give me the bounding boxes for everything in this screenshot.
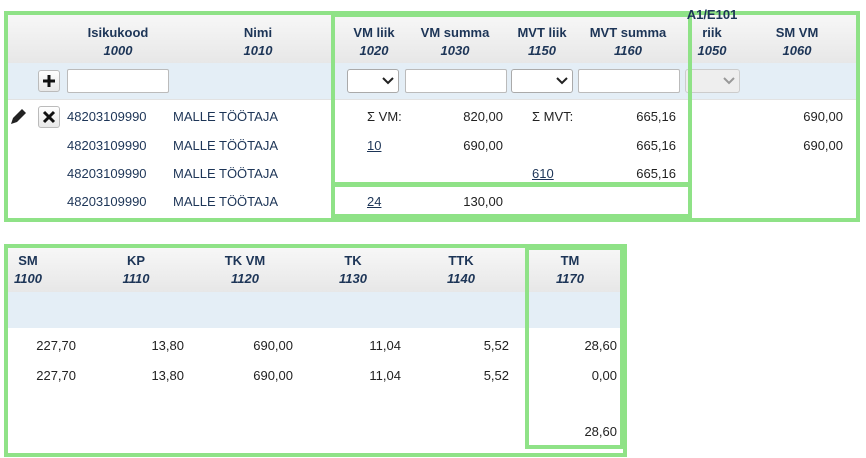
column-label: TTK xyxy=(448,253,474,268)
cell: MALLE TÖÖTAJA xyxy=(173,109,278,124)
highlight-box xyxy=(4,244,627,457)
cell: 690,00 xyxy=(803,138,843,153)
column-code: 1150 xyxy=(528,43,556,58)
column-label: TK VM xyxy=(224,253,266,268)
column-label: Nimi xyxy=(243,25,273,40)
highlight-box xyxy=(331,182,692,218)
column-header: A1/E101 riik 1050 xyxy=(680,7,744,60)
column-code: 1060 xyxy=(782,43,812,58)
cell: 5,52 xyxy=(483,368,509,383)
bottom-filter-bg xyxy=(8,292,623,328)
cell: 48203109990 xyxy=(67,194,147,209)
chevron xyxy=(382,77,394,85)
link[interactable]: 10 xyxy=(367,138,382,153)
cell: 227,70 xyxy=(36,368,76,383)
column-code: 1130 xyxy=(339,271,367,286)
filter-select[interactable] xyxy=(347,69,399,93)
column-header: TM 1170 xyxy=(540,250,600,288)
cell: 48203109990 xyxy=(67,166,147,181)
column-header: MVT liik 1150 xyxy=(507,14,577,60)
column-header: MVT summa 1160 xyxy=(578,14,678,60)
column-label: A1/E101 riik xyxy=(686,7,738,40)
column-header: VM summa 1030 xyxy=(405,14,505,60)
column-label: VM summa xyxy=(420,25,490,40)
bottom-header-bg xyxy=(8,248,623,292)
cell: Σ VM: xyxy=(367,109,402,124)
delete-button[interactable] xyxy=(38,106,60,128)
column-header: TK 1130 xyxy=(323,250,383,288)
cell: 690,00 xyxy=(253,338,293,353)
column-label: TM xyxy=(560,253,580,268)
column-header: VM liik 1020 xyxy=(344,14,404,60)
cell: MALLE TÖÖTAJA xyxy=(173,166,278,181)
column-header: TK VM 1120 xyxy=(205,250,285,288)
column-label: TK xyxy=(344,253,362,268)
column-header: KP 1110 xyxy=(106,250,166,288)
cell: 227,70 xyxy=(36,338,76,353)
column-code: 1160 xyxy=(614,43,642,58)
column-header: TTK 1140 xyxy=(431,250,491,288)
column-code: 1170 xyxy=(556,271,584,286)
column-header: Isikukood 1000 xyxy=(68,14,168,60)
cell: 28,60 xyxy=(584,338,617,353)
cell: 48203109990 xyxy=(67,138,147,153)
cell: 130,00 xyxy=(463,194,503,209)
filter-input[interactable] xyxy=(578,69,680,93)
column-code: 1110 xyxy=(122,271,150,286)
column-label: SM VM xyxy=(775,25,819,40)
pencil-icon xyxy=(11,109,26,124)
cell: 13,80 xyxy=(151,368,184,383)
cell: 0,00 xyxy=(591,368,617,383)
cell: 13,80 xyxy=(151,338,184,353)
row-divider xyxy=(8,99,856,100)
column-label: Isikukood xyxy=(87,25,149,40)
chevron xyxy=(556,77,568,85)
column-header: SM 1100 xyxy=(8,250,48,288)
column-header: Nimi 1010 xyxy=(208,14,308,60)
column-code: 1020 xyxy=(359,43,389,58)
cell: Σ MVT: xyxy=(532,109,574,124)
column-code: 1140 xyxy=(447,271,475,286)
link[interactable]: 610 xyxy=(532,166,554,181)
cell: 690,00 xyxy=(463,138,503,153)
column-code: 1030 xyxy=(440,43,470,58)
cell: 5,52 xyxy=(483,338,509,353)
link[interactable]: 24 xyxy=(367,194,382,209)
cell: 665,16 xyxy=(636,166,676,181)
cell: 665,16 xyxy=(636,138,676,153)
cell: 11,04 xyxy=(369,338,401,353)
column-code: 1050 xyxy=(697,43,727,58)
column-code: 1010 xyxy=(243,43,273,58)
column-header: SM VM 1060 xyxy=(757,14,837,60)
filter-input[interactable] xyxy=(67,69,169,93)
cell: MALLE TÖÖTAJA xyxy=(173,194,278,209)
filter-select[interactable] xyxy=(511,69,573,93)
x-icon xyxy=(42,110,56,124)
column-code: 1000 xyxy=(103,43,133,58)
column-label: MVT liik xyxy=(517,25,567,40)
column-code: 1120 xyxy=(231,271,259,286)
cell: 28,60 xyxy=(584,424,617,439)
edit-button[interactable] xyxy=(7,106,29,128)
column-label: VM liik xyxy=(353,25,395,40)
plus-icon xyxy=(43,75,55,87)
add-button[interactable] xyxy=(38,70,60,92)
column-code: 1100 xyxy=(14,271,42,286)
chevron xyxy=(723,77,735,85)
top-header-bg xyxy=(8,15,856,63)
cell: 11,04 xyxy=(369,368,401,383)
column-label: MVT summa xyxy=(589,25,667,40)
cell: MALLE TÖÖTAJA xyxy=(173,138,278,153)
highlight-box xyxy=(525,246,624,449)
cell: 665,16 xyxy=(636,109,676,124)
cell: 48203109990 xyxy=(67,109,147,124)
cell: 820,00 xyxy=(463,109,503,124)
cell: 690,00 xyxy=(253,368,293,383)
column-label: SM xyxy=(18,253,38,268)
filter-select-disabled xyxy=(685,69,740,93)
filter-input[interactable] xyxy=(405,69,507,93)
column-label: KP xyxy=(126,253,146,268)
cell: 690,00 xyxy=(803,109,843,124)
